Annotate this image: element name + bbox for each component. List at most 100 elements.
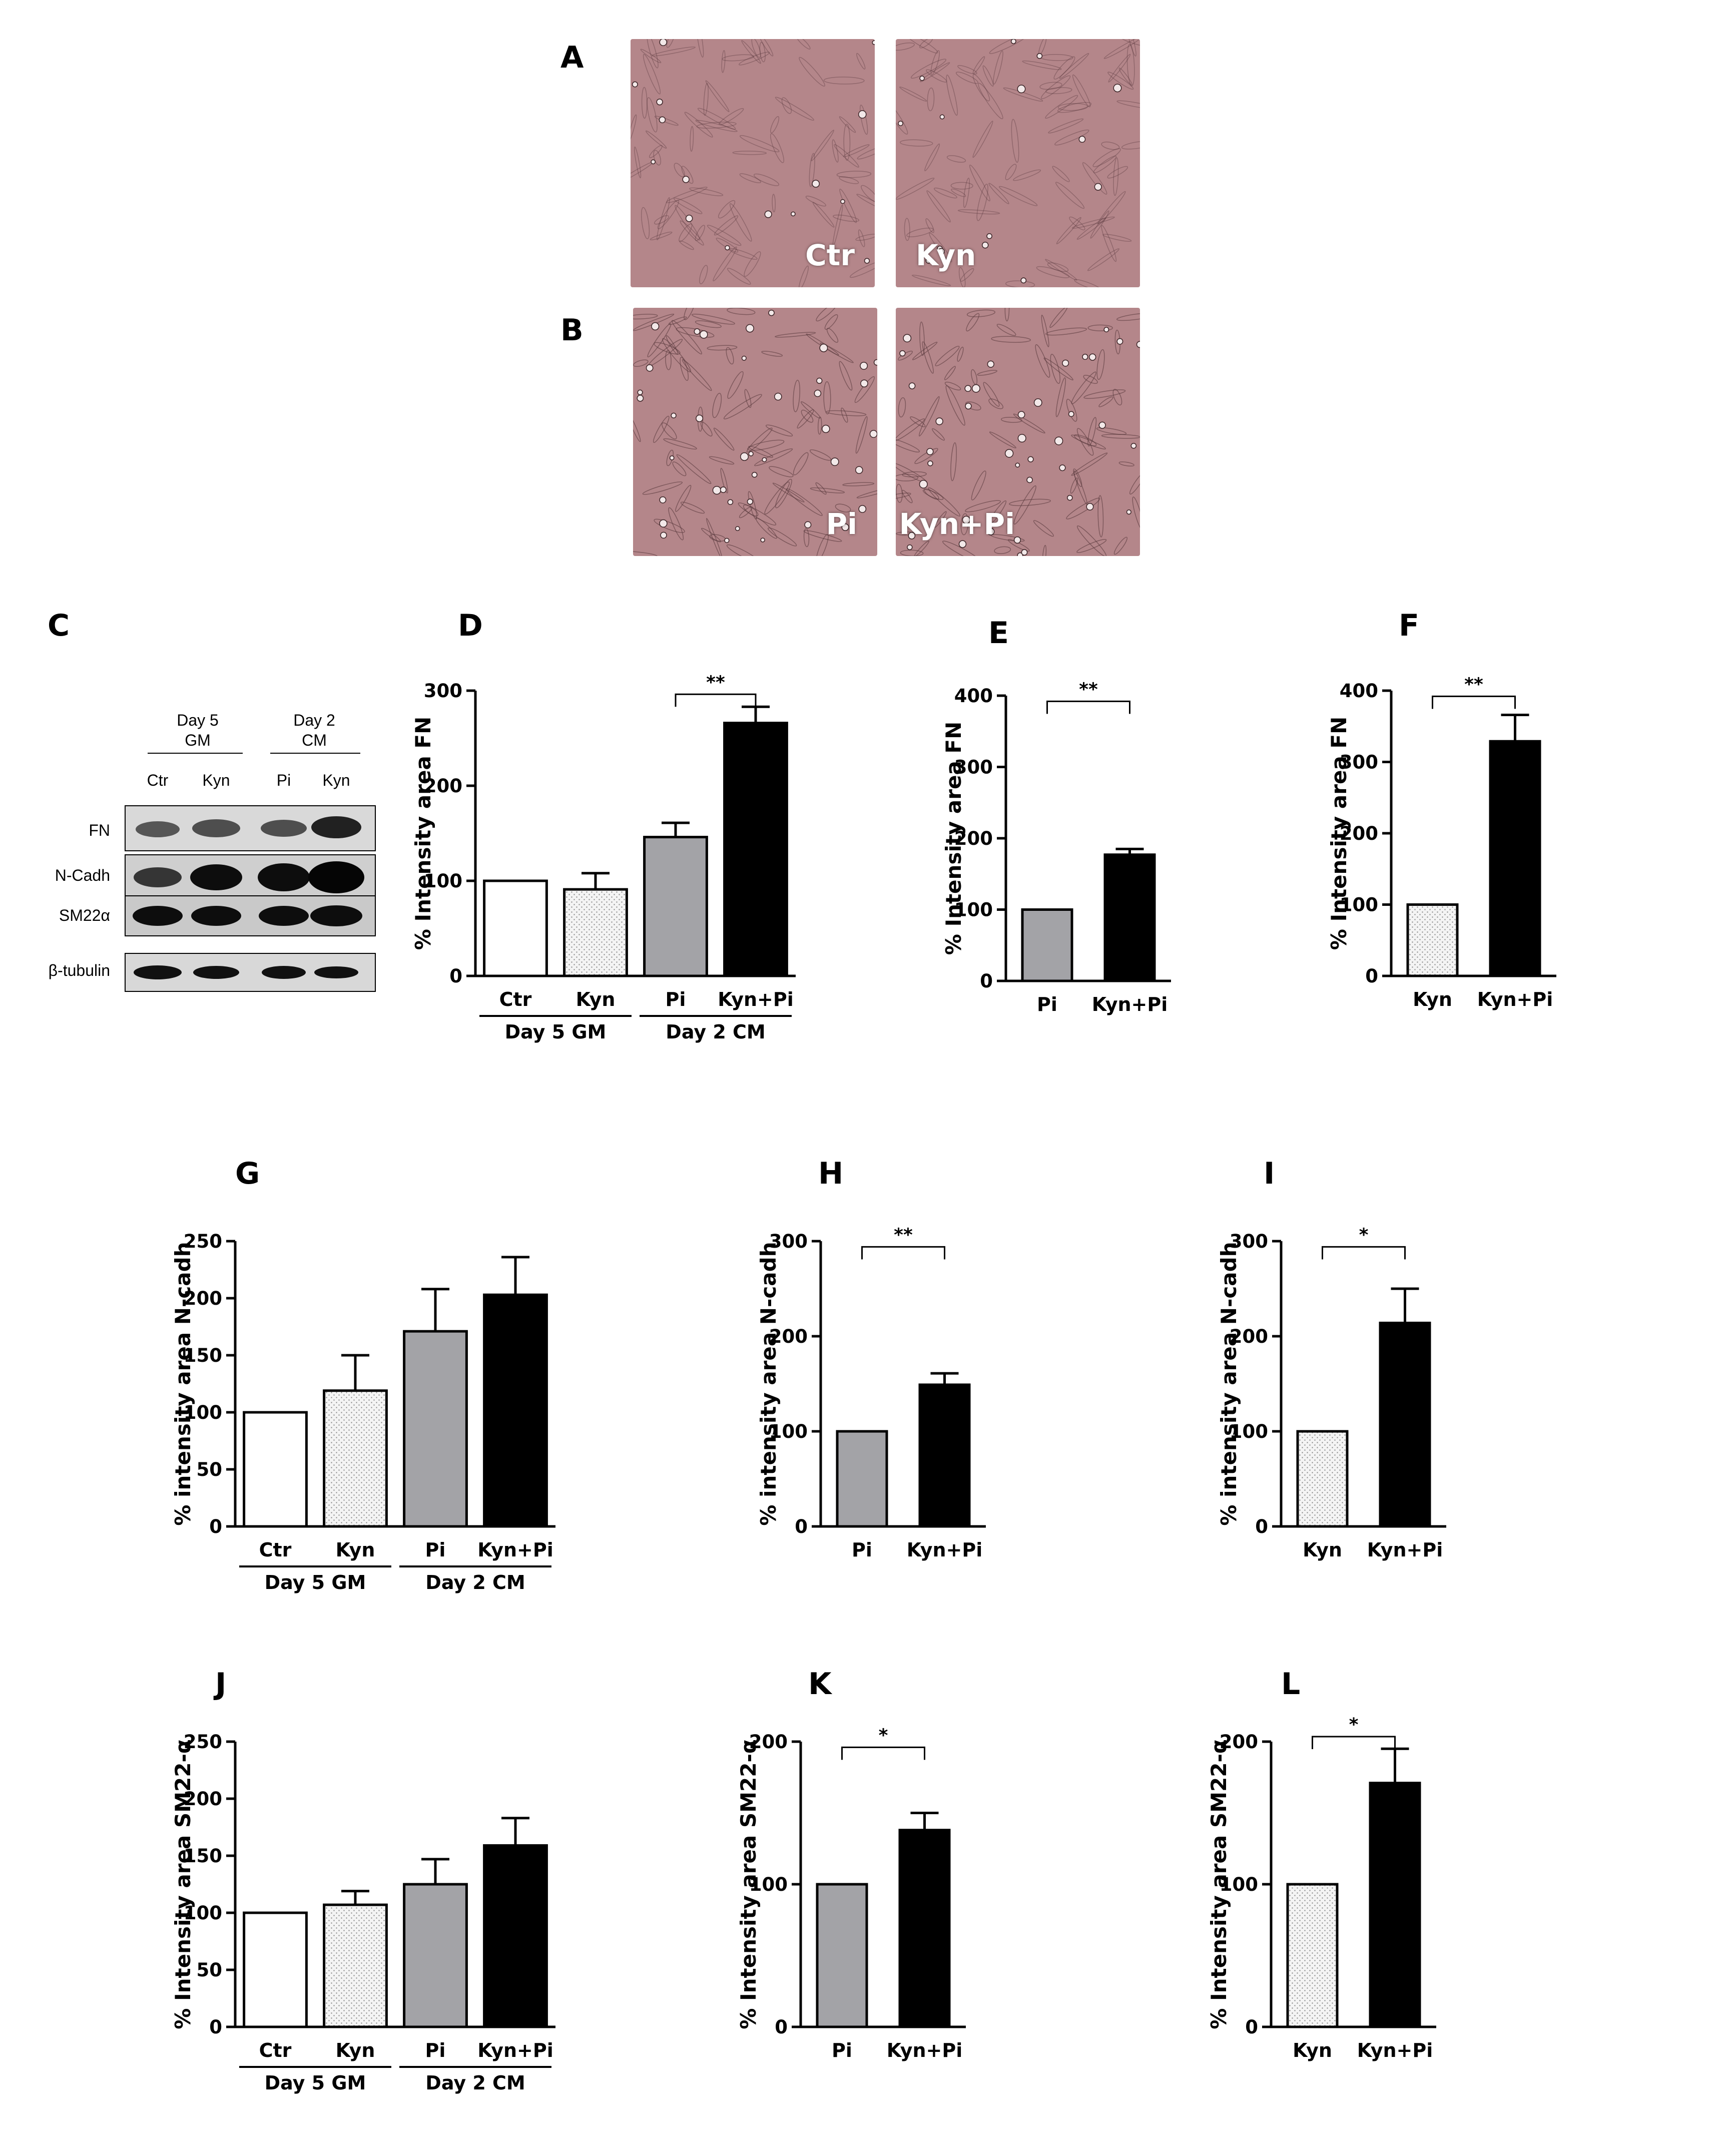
- cell-shape: [972, 56, 985, 74]
- bar: [1286, 1883, 1339, 2028]
- cell-shape: [1113, 537, 1128, 555]
- round-cell: [637, 389, 643, 395]
- round-cell: [926, 448, 934, 455]
- significance-label: *: [879, 1725, 888, 1746]
- round-cell: [903, 334, 912, 343]
- group-label: Day 2 CM: [666, 1021, 765, 1043]
- y-tick-label: 200: [769, 1326, 808, 1347]
- round-cell: [841, 523, 849, 531]
- y-tick-label: 100: [1340, 894, 1378, 916]
- round-cell: [659, 116, 666, 124]
- cell-shape: [679, 240, 694, 250]
- cell-shape: [643, 54, 661, 95]
- y-tick-label: 100: [1230, 1421, 1268, 1442]
- category-label: Kyn: [1303, 1539, 1342, 1561]
- cell-shape: [926, 69, 947, 83]
- cell-shape: [727, 268, 751, 285]
- round-cell: [740, 452, 749, 461]
- cell-shape: [842, 482, 875, 486]
- cell-shape: [914, 448, 938, 464]
- cell-shape: [971, 470, 986, 500]
- cell-shape: [663, 438, 697, 450]
- cell-shape: [957, 65, 977, 75]
- round-cell: [632, 81, 638, 88]
- round-cell: [965, 402, 972, 410]
- cell-shape: [1040, 75, 1071, 100]
- category-label: Pi: [1037, 993, 1057, 1015]
- panel-letter-g: G: [235, 1156, 260, 1191]
- round-cell: [830, 457, 839, 466]
- panel-letter-d: D: [458, 608, 483, 643]
- cell-shape: [927, 87, 935, 112]
- cell-shape: [751, 39, 761, 58]
- cell-shape: [649, 145, 663, 158]
- blot-group-label: Day 2: [293, 711, 335, 729]
- round-cell: [1078, 136, 1086, 143]
- cell-shape: [772, 482, 805, 502]
- cell-shape: [713, 427, 735, 451]
- cell-shape: [718, 200, 736, 219]
- cell-shape: [896, 42, 915, 51]
- round-cell: [864, 258, 870, 264]
- category-label: Ctr: [259, 2039, 292, 2061]
- cell-shape: [861, 185, 875, 202]
- y-tick-label: 0: [775, 2016, 788, 2038]
- cell-shape: [900, 139, 933, 147]
- cell-shape: [1013, 413, 1045, 434]
- round-cell: [971, 384, 980, 393]
- round-cell: [1062, 359, 1069, 367]
- cell-shape: [834, 144, 859, 168]
- cell-shape: [816, 533, 829, 556]
- cell-shape: [815, 482, 827, 495]
- cell-shape: [854, 376, 875, 403]
- cell-shape: [1121, 141, 1140, 150]
- cell-shape: [634, 146, 642, 179]
- y-tick-label: 300: [1230, 1231, 1268, 1252]
- cell-shape: [812, 202, 835, 228]
- round-cell: [814, 389, 822, 397]
- cell-shape: [896, 483, 903, 503]
- y-tick-label: 0: [795, 1516, 808, 1537]
- cell-shape: [729, 203, 752, 242]
- y-tick-label: 200: [954, 828, 993, 849]
- blot-row-label: FN: [89, 821, 110, 839]
- cell-shape: [922, 341, 934, 374]
- category-label: Kyn+Pi: [1367, 1539, 1443, 1561]
- cell-shape: [1076, 539, 1107, 553]
- cell-shape: [666, 187, 708, 203]
- cell-shape: [696, 39, 704, 58]
- round-cell: [858, 505, 867, 513]
- cell-shape: [1013, 169, 1041, 181]
- round-cell: [855, 466, 863, 474]
- category-label: Kyn+Pi: [1092, 993, 1168, 1015]
- round-cell: [804, 521, 812, 528]
- cell-shape: [833, 214, 860, 222]
- cell-shape: [810, 487, 845, 493]
- cell-shape: [855, 234, 875, 241]
- cell-shape: [793, 452, 809, 475]
- bar-chart-h: 0 100 200 300% intensity area N-cadh Pi Kyn+P…: [756, 1225, 986, 1561]
- cell-shape: [650, 231, 673, 241]
- cell-shape: [977, 370, 998, 376]
- bar: [1489, 740, 1541, 977]
- category-label: Pi: [425, 2039, 446, 2061]
- panel-letter-c: C: [48, 608, 70, 643]
- cell-shape: [647, 323, 672, 358]
- cell-shape: [856, 53, 866, 70]
- cell-shape: [926, 190, 951, 223]
- category-label: Pi: [832, 2039, 852, 2061]
- cell-shape: [1011, 119, 1019, 163]
- cell-shape: [896, 531, 916, 536]
- panel-letter-j: J: [215, 1667, 227, 1702]
- round-cell: [860, 379, 868, 387]
- round-cell: [1068, 411, 1074, 417]
- cell-shape: [1116, 312, 1140, 321]
- round-cell: [651, 322, 660, 331]
- round-cell: [741, 355, 747, 361]
- cell-shape: [918, 396, 940, 437]
- cell-shape: [1041, 314, 1049, 347]
- round-cell: [1017, 411, 1025, 418]
- bar: [1021, 908, 1073, 982]
- cell-shape: [775, 478, 792, 508]
- cell-shape: [839, 176, 859, 184]
